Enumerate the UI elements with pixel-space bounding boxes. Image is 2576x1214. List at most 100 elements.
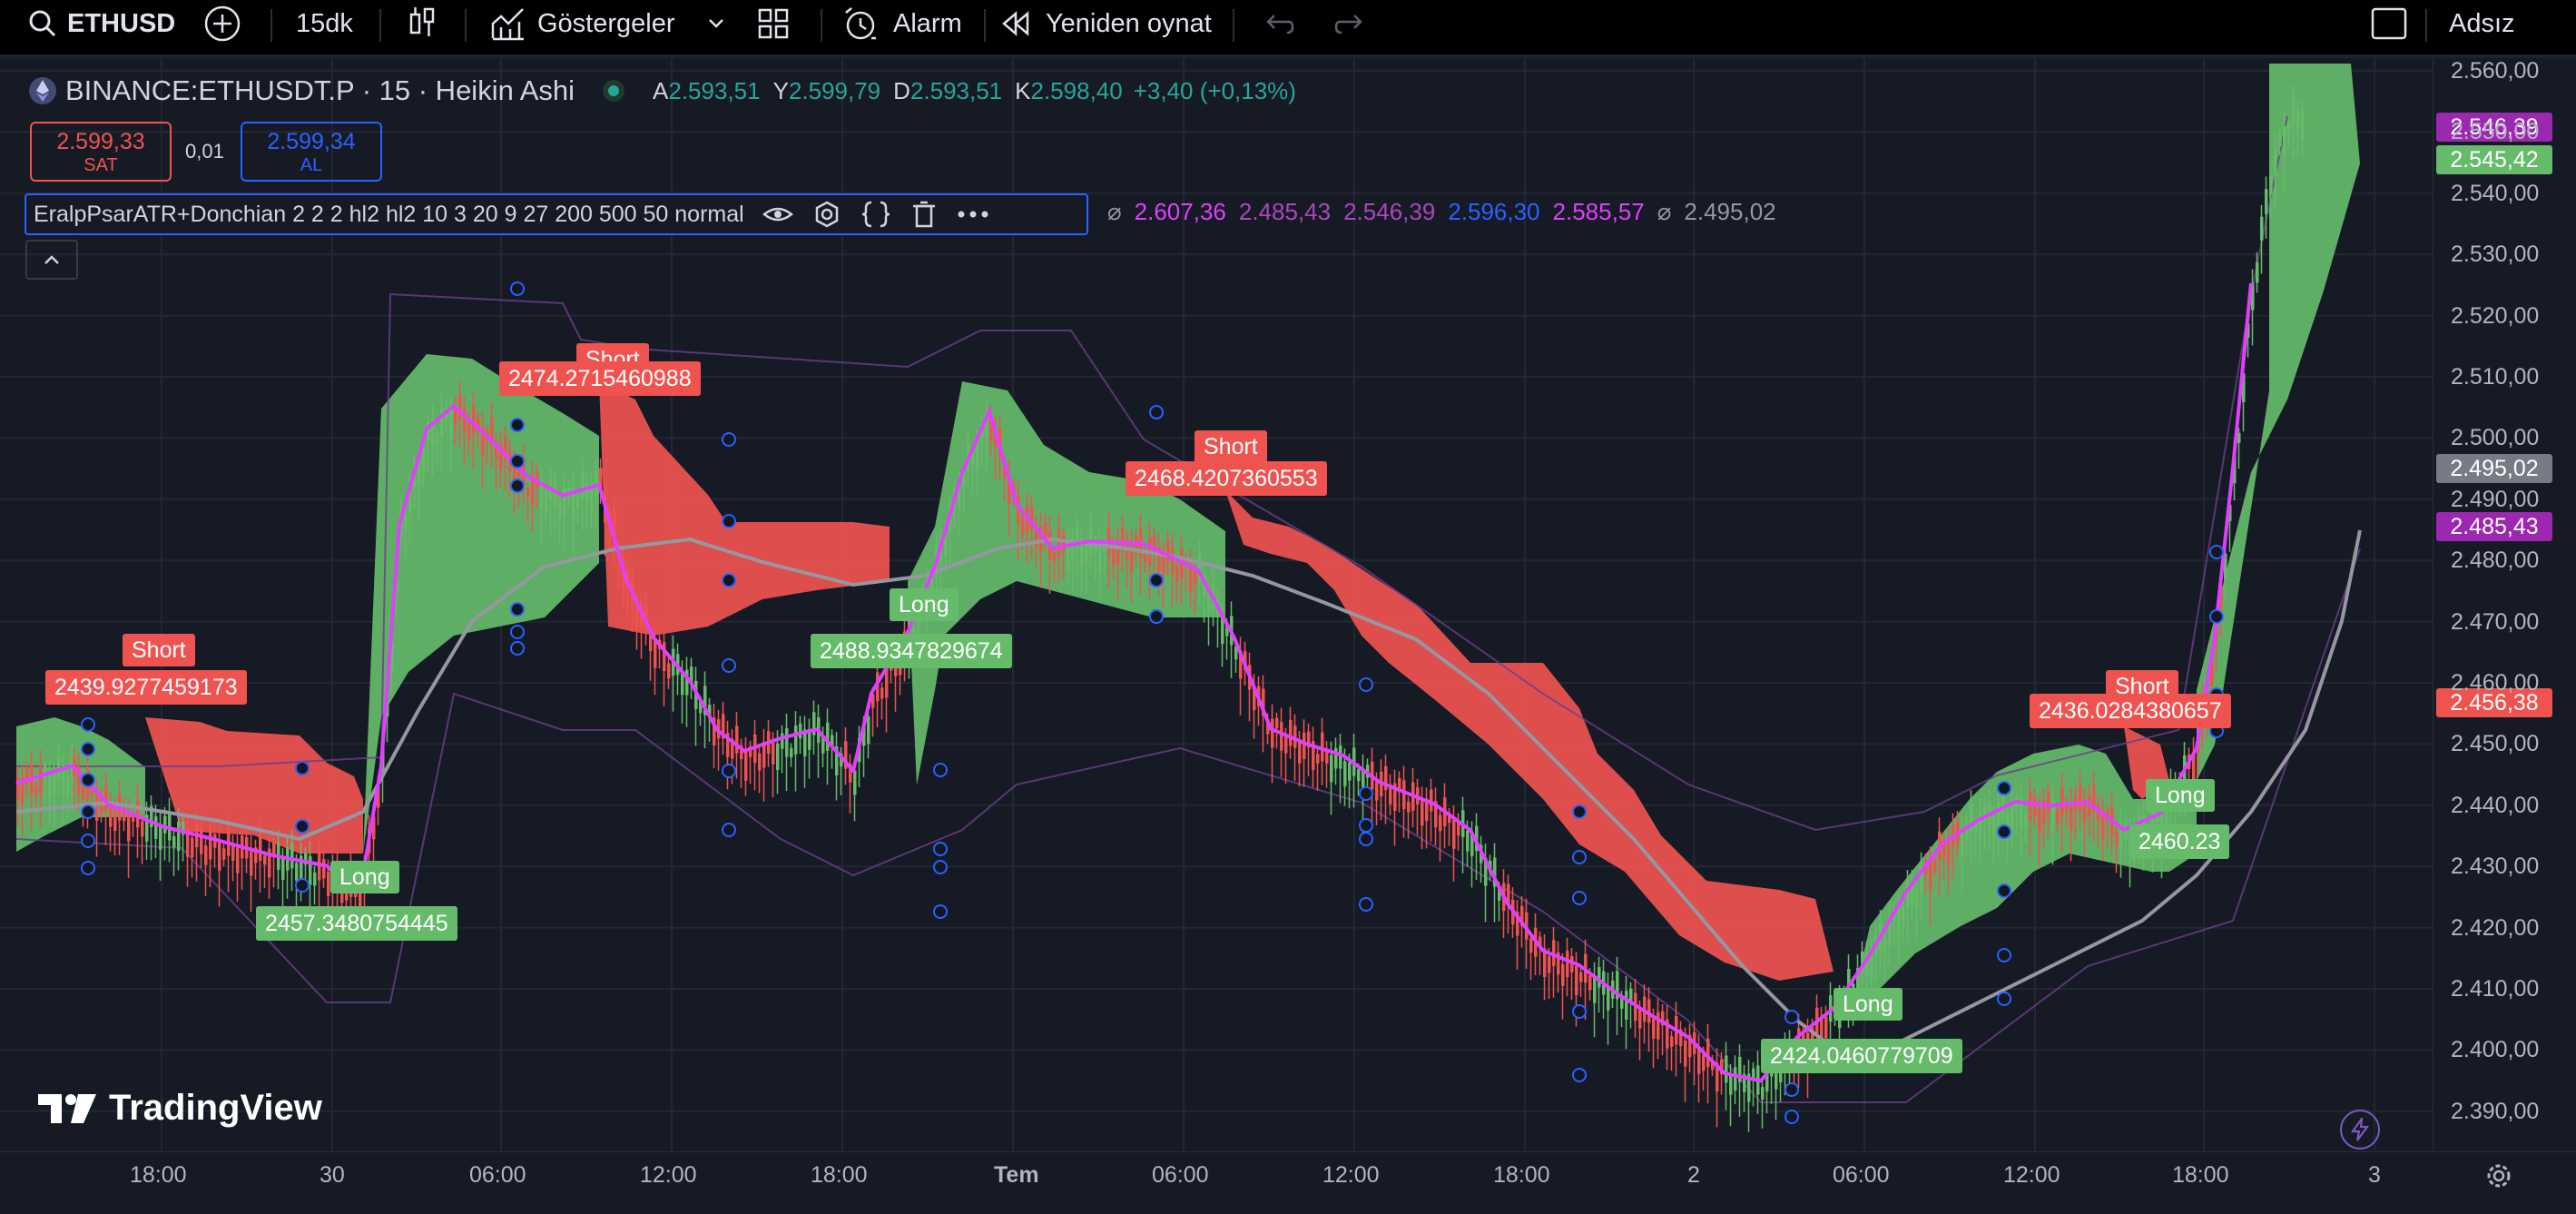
candle-body: [663, 642, 666, 672]
settings-gear-icon[interactable]: [2483, 1160, 2514, 1191]
candle-body: [1262, 688, 1265, 716]
candle-body: [1321, 732, 1324, 762]
candle-body: [1008, 474, 1011, 504]
candle-body: [2051, 803, 2055, 831]
candle-body: [191, 837, 194, 858]
fullscreen-button[interactable]: [2371, 0, 2407, 47]
candle-body: [545, 491, 548, 513]
indicators-button[interactable]: Göstergeler: [490, 0, 675, 47]
candle-body: [168, 812, 172, 841]
collapse-legend-button[interactable]: [25, 240, 78, 280]
bull-cloud: [363, 354, 599, 854]
lightning-button[interactable]: [2340, 1110, 2380, 1150]
time-axis-tick: 18:00: [811, 1162, 868, 1188]
sell-button[interactable]: 2.599,33 SAT: [30, 122, 172, 182]
compare-symbol-button[interactable]: [203, 0, 241, 47]
candle-body: [1688, 1034, 1692, 1058]
candle-body: [844, 741, 848, 769]
toolbar-divider: [1233, 9, 1234, 42]
candle-body: [1017, 495, 1020, 524]
indicator-legend[interactable]: EralpPsarATR+Donchian 2 2 2 hl2 hl2 10 3…: [25, 193, 1088, 235]
psar-dot: [510, 479, 525, 493]
redo-button[interactable]: [1334, 0, 1365, 47]
chart-pane[interactable]: BINANCE:ETHUSDT.P · 15 · Heikin Ashi A 2…: [0, 58, 2576, 1214]
donchian-band-line: [15, 548, 2361, 1103]
price-axis-tick: 2.430,00: [2451, 854, 2540, 880]
replay-button[interactable]: Yeniden oynat: [1002, 0, 1212, 47]
candle-body: [2274, 147, 2277, 176]
undo-button[interactable]: [1263, 0, 1294, 47]
psar-dot: [1785, 1110, 1799, 1124]
trash-icon[interactable]: [911, 201, 937, 228]
candle-body: [1620, 996, 1624, 1009]
price-axis[interactable]: [2433, 58, 2576, 1175]
price-axis-tick: 2.540,00: [2451, 180, 2540, 206]
market-status-icon[interactable]: [600, 77, 627, 104]
long-entry-price: 2460.23: [2129, 824, 2230, 859]
candle-body: [2269, 175, 2273, 194]
candle-body: [1389, 784, 1392, 804]
psar-dot: [1149, 405, 1164, 419]
symbol-title[interactable]: BINANCE:ETHUSDT.P · 15 · Heikin Ashi: [65, 74, 575, 106]
candle-body: [1670, 1036, 1674, 1047]
psar-dot: [510, 625, 525, 639]
candle-body: [66, 775, 70, 795]
candle-body: [2083, 800, 2087, 823]
chart-type-button[interactable]: [407, 0, 438, 47]
price-axis-tick: 2.560,00: [2451, 58, 2540, 84]
buy-label: AL: [300, 155, 323, 175]
candle-body: [976, 443, 979, 471]
candle-body: [1902, 906, 1905, 926]
candle-body: [554, 481, 557, 508]
more-icon[interactable]: [957, 210, 989, 219]
candle-body: [1575, 966, 1578, 996]
candle-body: [1947, 840, 1951, 866]
candle-body: [1684, 1040, 1687, 1067]
price-axis-tick: 2.440,00: [2451, 792, 2540, 818]
candle-body: [1312, 741, 1315, 770]
tradingview-watermark[interactable]: TradingView: [36, 1088, 322, 1129]
candle-body: [1516, 912, 1519, 936]
price-axis-tick: 2.460,00: [2451, 670, 2540, 696]
time-axis[interactable]: [0, 1151, 2576, 1214]
candle-body: [1520, 905, 1524, 926]
candle-body: [281, 858, 285, 880]
indicator-templates-dropdown[interactable]: [706, 0, 726, 47]
candle-body: [1189, 563, 1193, 593]
eye-icon[interactable]: [762, 203, 793, 225]
candle-body: [835, 745, 839, 775]
candle-body: [427, 422, 430, 440]
candle-body: [1166, 540, 1170, 563]
symbol-search-button[interactable]: ETHUSD: [27, 0, 175, 47]
candle-body: [1035, 526, 1038, 548]
price-axis-tick: 2.490,00: [2451, 486, 2540, 512]
close-label: K: [1015, 76, 1031, 104]
short-entry-price: 2474.2715460988: [499, 361, 701, 396]
source-code-icon[interactable]: [860, 201, 891, 228]
candle-body: [821, 735, 825, 754]
candle-body: [463, 409, 467, 433]
candle-body: [572, 489, 575, 518]
psar-dot: [510, 418, 525, 432]
candle-body: [1820, 1017, 1824, 1041]
candle-body: [989, 418, 993, 442]
buy-button[interactable]: 2.599,34 AL: [241, 122, 382, 182]
candle-body: [2242, 373, 2246, 402]
settings-icon[interactable]: [813, 201, 841, 228]
candle-body: [39, 765, 43, 794]
candle-body: [1906, 882, 1910, 908]
sell-price: 2.599,33: [56, 129, 145, 154]
candle-body: [290, 843, 294, 869]
layout-name-button[interactable]: Adsız: [2449, 8, 2515, 38]
candle-body: [2115, 831, 2119, 846]
layout-button[interactable]: [757, 0, 790, 47]
candle-body: [62, 765, 65, 791]
long-entry-price: 2488.9347829674: [811, 634, 1012, 668]
candle-body: [1175, 565, 1179, 582]
interval-button[interactable]: 15dk: [296, 8, 353, 38]
candle-body: [1543, 948, 1547, 977]
candle-body: [1194, 569, 1197, 585]
candle-body: [1929, 861, 1932, 890]
alert-button[interactable]: Alarm: [842, 0, 962, 47]
donchian-channel: [15, 115, 2361, 1103]
